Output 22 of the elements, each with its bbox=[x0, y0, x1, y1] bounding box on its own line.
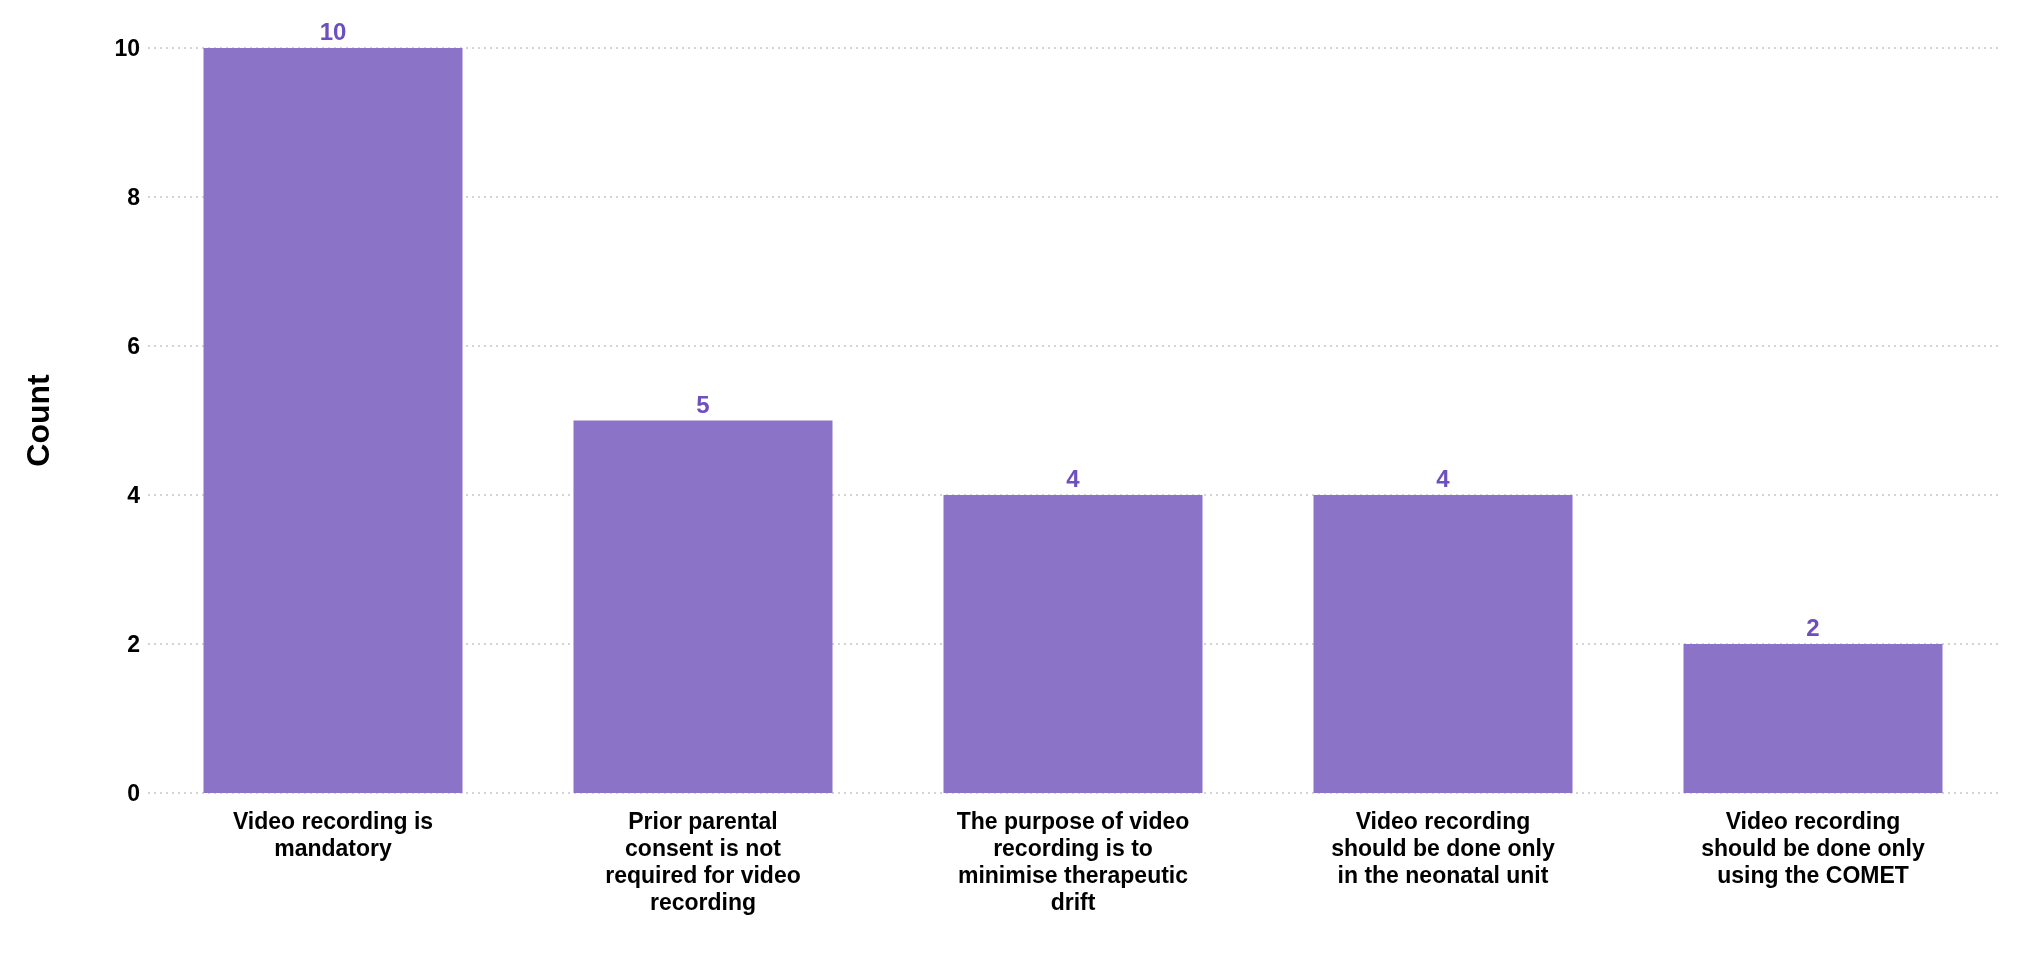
x-tick-label: Video recording should be done only using the COMET bbox=[1701, 808, 1926, 888]
bar bbox=[1313, 495, 1573, 793]
x-tick-label: Video recording should be done only in the neonatal unit bbox=[1331, 808, 1556, 888]
bar bbox=[943, 495, 1203, 793]
y-axis-title: Count bbox=[20, 373, 57, 467]
y-tick-label: 4 bbox=[127, 482, 141, 509]
data-label: 5 bbox=[696, 390, 710, 418]
bar bbox=[203, 48, 463, 793]
bar bbox=[573, 420, 833, 793]
data-label: 4 bbox=[1436, 465, 1451, 492]
data-label: 2 bbox=[1806, 614, 1820, 641]
y-tick-label: 8 bbox=[127, 184, 141, 211]
y-tick-label: 2 bbox=[127, 631, 140, 658]
x-tick-label: Prior parental consent is not required for video recording bbox=[605, 808, 801, 915]
y-tick-label: 0 bbox=[127, 780, 140, 807]
data-label: 10 bbox=[319, 18, 347, 45]
x-tick-label: Video recording is mandatory bbox=[232, 808, 434, 861]
x-tick-label: The purpose of video recording is to minimise therapeutic drift bbox=[956, 808, 1190, 915]
y-tick-label: 10 bbox=[114, 35, 140, 62]
data-label: 4 bbox=[1066, 465, 1081, 492]
y-tick-label: 6 bbox=[127, 333, 140, 360]
bar bbox=[1683, 644, 1943, 793]
